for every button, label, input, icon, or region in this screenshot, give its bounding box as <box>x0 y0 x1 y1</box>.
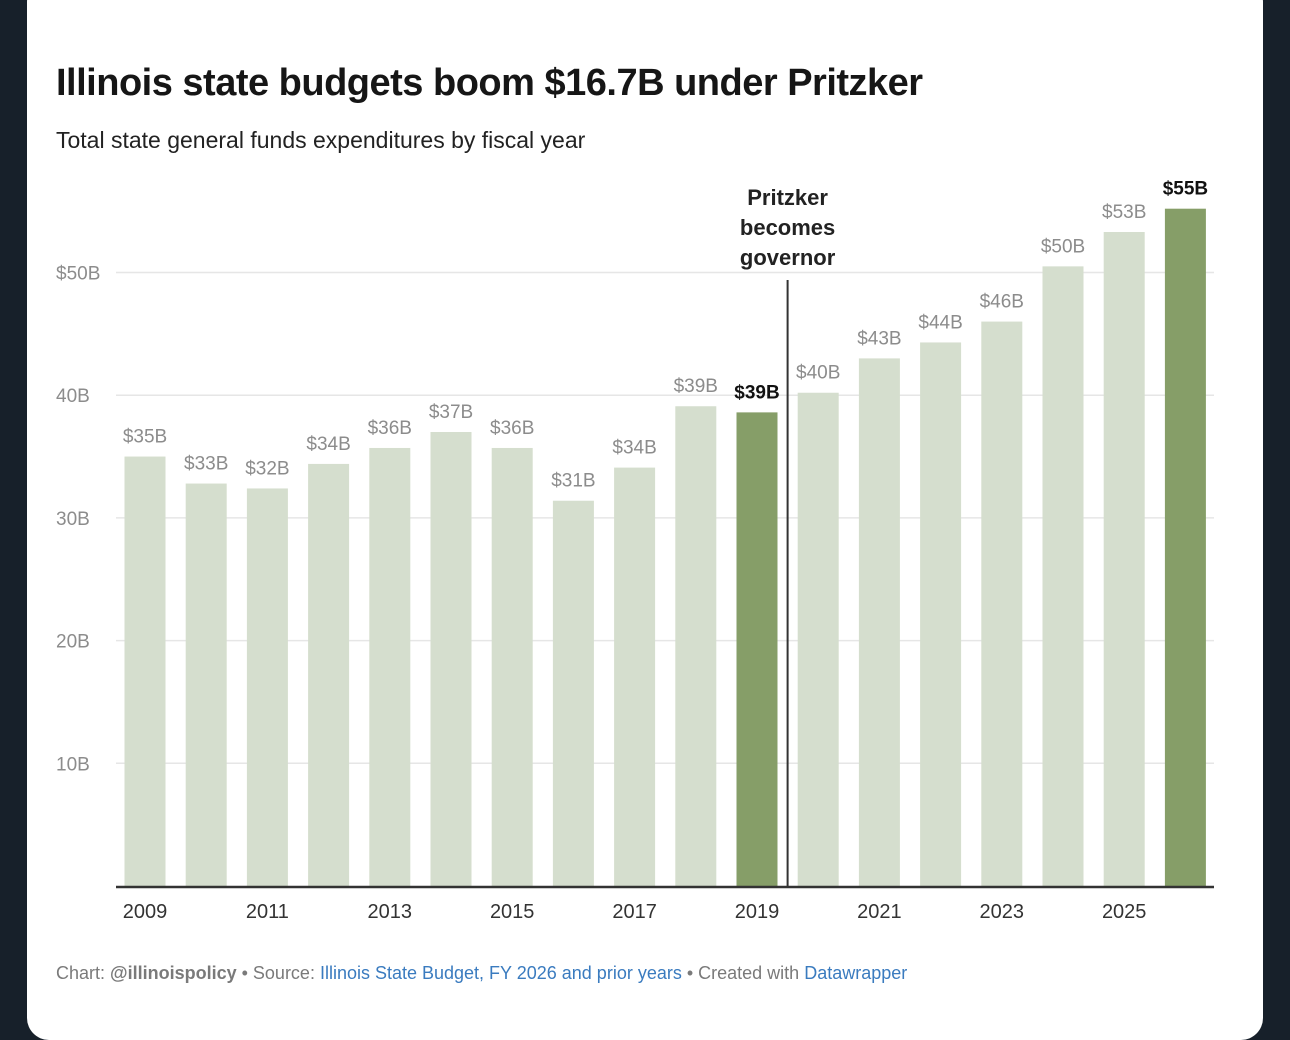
y-tick-label: 20B <box>56 632 90 653</box>
bar-2024 <box>1042 266 1084 886</box>
bar-value-label: $46B <box>980 292 1024 313</box>
footer-chart-prefix: Chart: <box>56 963 111 983</box>
bar-value-label: $50B <box>1041 236 1085 257</box>
bar-2015 <box>491 447 533 886</box>
bar-2022 <box>920 342 962 887</box>
bar-value-label: $39B <box>734 382 779 403</box>
y-tick-label: 30B <box>56 509 90 530</box>
bar-value-label: $43B <box>857 328 901 349</box>
x-tick-label: 2023 <box>980 901 1025 923</box>
bar-value-label: $36B <box>490 418 534 439</box>
bar-value-label: $37B <box>429 402 473 423</box>
x-tick-label: 2013 <box>368 901 413 923</box>
bar-2011 <box>246 488 288 886</box>
annotation-text-line: becomes <box>740 215 835 240</box>
label-layer: $35B $33B $32B $34B $36B $37B $36B $31B $34B $39B… <box>123 179 1208 492</box>
bar-value-label: $34B <box>306 434 350 455</box>
footer-author-link[interactable]: @illinoispolicy <box>110 963 237 983</box>
chart-footer: Chart: @illinoispolicy • Source: Illinoi… <box>56 963 907 984</box>
x-tick-label: 2011 <box>246 901 289 923</box>
bar-2012 <box>308 463 350 886</box>
x-tick-label: 2019 <box>735 901 780 923</box>
y-tick-label: 40B <box>56 386 90 407</box>
axis-layer: 2009 2011 2013 2015 2017 2019 2021 2023 2025 <box>116 885 1214 923</box>
footer-datawrapper-link[interactable]: Datawrapper <box>804 963 908 983</box>
bar-value-label: $35B <box>123 427 167 448</box>
bar-value-label: $36B <box>368 418 412 439</box>
footer-created-prefix: • Created with <box>681 963 805 983</box>
bar-value-label: $44B <box>918 312 962 333</box>
bar-2019 <box>736 412 778 886</box>
x-tick-label: 2017 <box>612 901 657 923</box>
bar-2013 <box>369 447 411 886</box>
chart-title: Illinois state budgets boom $16.7B under… <box>56 62 923 104</box>
bar-value-label: $53B <box>1102 202 1146 223</box>
bar-value-label: $34B <box>612 438 656 459</box>
footer-source-link[interactable]: Illinois State Budget, FY 2026 and prior… <box>319 963 682 983</box>
y-tick-label: $50B <box>56 264 100 285</box>
bar-value-label: $33B <box>184 454 228 475</box>
grid-layer: 10B 20B 30B 40B $50B <box>56 264 1214 775</box>
x-tick-label: 2009 <box>123 901 168 923</box>
bar-2014 <box>430 432 472 886</box>
bar-value-label: $40B <box>796 363 840 384</box>
bar-2025 <box>1103 232 1145 886</box>
bar-2026 <box>1164 208 1206 887</box>
bar-2016 <box>552 500 594 886</box>
footer-source-prefix: • Source: <box>236 963 320 983</box>
bar-2023 <box>981 321 1023 887</box>
bar-value-label: $55B <box>1163 179 1208 200</box>
x-tick-label: 2021 <box>857 901 902 923</box>
annotation-text-line: Pritzker <box>747 185 828 210</box>
bar-2018 <box>675 406 717 886</box>
annotation-text-line: governor <box>740 245 836 270</box>
bar-layer <box>124 208 1206 887</box>
bar-value-label: $31B <box>551 471 595 492</box>
y-tick-label: 10B <box>56 754 90 775</box>
bar-value-label: $32B <box>245 458 289 479</box>
bar-2020 <box>797 392 839 886</box>
bar-2009 <box>124 456 166 886</box>
annotation-layer: Pritzker becomes governor <box>740 185 836 886</box>
x-tick-label: 2015 <box>490 901 535 923</box>
x-tick-label: 2025 <box>1102 901 1147 923</box>
bar-2021 <box>858 358 900 886</box>
chart-subtitle: Total state general funds expenditures b… <box>56 127 586 153</box>
bar-2017 <box>614 467 656 886</box>
bar-2010 <box>185 483 227 886</box>
bar-value-label: $39B <box>674 376 718 397</box>
